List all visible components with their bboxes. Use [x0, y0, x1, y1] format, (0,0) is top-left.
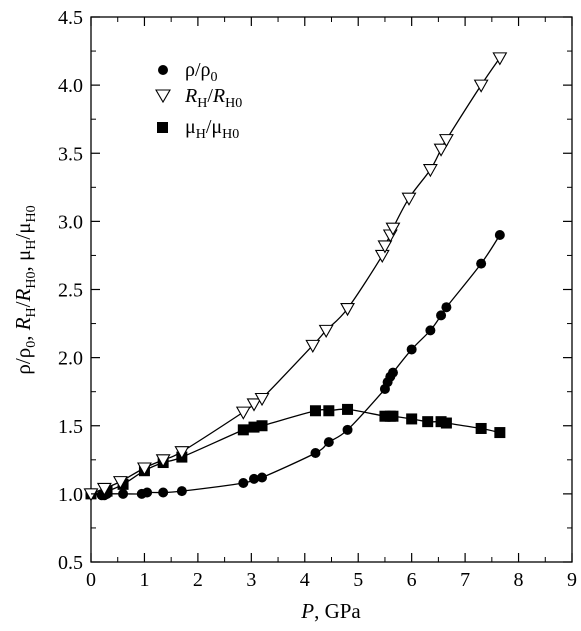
y-tick-label: 2.5 — [58, 280, 83, 302]
tick-labels: 0 1 2 3 4 5 6 7 8 9 0.5 1.0 1.5 2.0 2.5 3.0 3.5 4.0 4.5 — [58, 7, 577, 591]
x-tick-label: 5 — [353, 569, 363, 591]
rho-point — [342, 424, 353, 435]
rh-point — [235, 406, 251, 420]
legend-label-rho: ρ/ρ0 — [185, 59, 218, 85]
rho-point — [476, 258, 487, 269]
x-tick-label: 0 — [86, 569, 96, 591]
y-tick-label: 3.0 — [58, 211, 83, 233]
rho-point — [323, 437, 334, 448]
rho-point — [406, 344, 417, 355]
y-tick-label: 4.5 — [58, 7, 83, 29]
mu-point — [494, 427, 506, 439]
y-tick-label: 1.5 — [58, 416, 83, 438]
rh-point — [340, 303, 355, 317]
rh-point — [433, 143, 449, 157]
y-tick-label: 0.5 — [58, 552, 83, 574]
mu-point — [422, 416, 434, 428]
rho-point — [387, 367, 398, 378]
mu-point — [237, 424, 249, 436]
rho-point — [441, 302, 452, 313]
y-tick-label: 3.5 — [58, 143, 83, 165]
rh-point — [254, 392, 270, 407]
rh-point — [385, 222, 401, 236]
mu-point — [309, 405, 321, 417]
x-tick-label: 6 — [407, 569, 417, 591]
rho-point — [425, 325, 436, 336]
rho-point — [310, 448, 321, 458]
rh-point — [96, 482, 112, 497]
data-markers — [83, 52, 508, 502]
rho-point — [436, 310, 447, 321]
rh-point — [422, 164, 438, 178]
mu-point — [342, 403, 354, 415]
x-tick-label: 3 — [246, 569, 256, 591]
mu-point — [256, 420, 268, 432]
mu-point — [440, 417, 452, 429]
rho-point — [142, 487, 153, 498]
x-axis-title: P, GPa — [300, 599, 361, 623]
legend-marker-rh — [155, 89, 171, 104]
legend-marker-rho — [158, 65, 168, 75]
legend-label-mu: μH/μH0 — [185, 116, 239, 142]
rh-point — [473, 79, 489, 93]
legend-label-rh: RH/RH0 — [184, 85, 242, 111]
rho-point — [249, 473, 260, 484]
x-tick-label: 9 — [567, 569, 577, 591]
rho-point — [118, 488, 129, 499]
x-tick-label: 8 — [514, 569, 524, 591]
curve-rh — [90, 57, 501, 495]
rho-point — [238, 477, 249, 488]
rh-point — [174, 446, 190, 460]
rho-point — [257, 472, 268, 483]
y-tick-label: 1.0 — [58, 484, 83, 506]
y-tick-label: 4.0 — [58, 75, 83, 97]
rh-point — [438, 134, 454, 148]
fit-curves — [90, 57, 501, 497]
y-tick-label: 2.0 — [58, 348, 83, 370]
y-axis-title: ρ/ρ0, RH/RH0, μH/μH0 — [11, 205, 39, 374]
rh-point — [305, 339, 321, 353]
x-tick-label: 4 — [300, 569, 310, 591]
rh-point — [492, 52, 508, 66]
curve-rho — [90, 234, 501, 497]
rh-point — [112, 476, 128, 490]
rh-point — [137, 462, 152, 476]
rh-point — [377, 240, 393, 254]
x-tick-label: 1 — [139, 569, 149, 591]
rho-point — [494, 230, 505, 240]
axis-ticks — [90, 16, 573, 563]
mu-point — [248, 421, 260, 433]
rh-point — [318, 324, 334, 338]
legend-marker-mu — [157, 122, 168, 133]
rh-point — [246, 398, 262, 412]
mu-point — [323, 405, 335, 417]
x-tick-label: 7 — [460, 569, 470, 591]
rho-point — [176, 486, 187, 497]
legend: ρ/ρ0 RH/RH0 μH/μH0 — [155, 59, 242, 142]
rh-point — [83, 488, 99, 502]
rh-point — [374, 249, 390, 264]
mu-point — [475, 422, 487, 434]
mu-point — [406, 413, 418, 425]
rho-point — [158, 487, 169, 498]
mu-point — [387, 410, 399, 422]
rh-point — [401, 192, 417, 206]
x-tick-label: 2 — [193, 569, 203, 591]
rh-point — [155, 454, 171, 468]
